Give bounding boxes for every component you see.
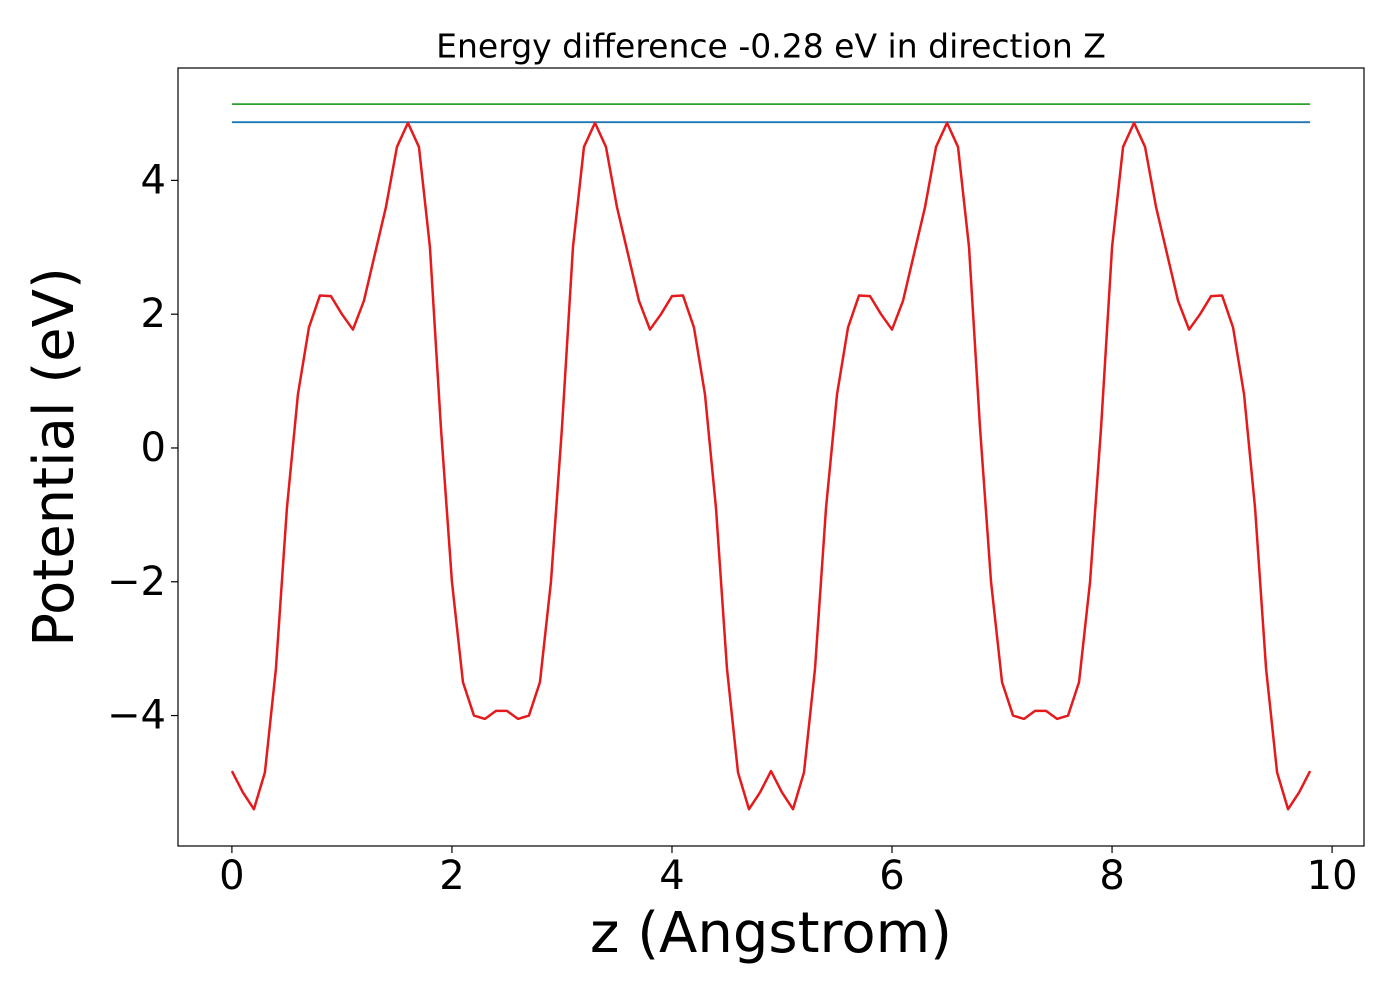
y-tick-label: −2 <box>107 559 166 605</box>
x-tick-label: 6 <box>879 853 904 899</box>
x-tick-label: 8 <box>1099 853 1124 899</box>
x-axis-label: z (Angstrom) <box>590 901 952 966</box>
y-tick-label: 4 <box>141 157 166 203</box>
y-tick-label: −4 <box>107 693 166 739</box>
y-tick-label: 2 <box>141 291 166 337</box>
y-tick-label: 0 <box>141 425 166 471</box>
x-tick-label: 0 <box>219 853 244 899</box>
x-tick-label: 10 <box>1307 853 1358 899</box>
plot-frame <box>177 67 1365 847</box>
chart-title: Energy difference -0.28 eV in direction … <box>436 27 1106 66</box>
x-tick-label: 4 <box>659 853 684 899</box>
x-tick-label: 2 <box>439 853 464 899</box>
data-line <box>230 121 1312 811</box>
y-axis-label: Potential (eV) <box>22 267 87 647</box>
